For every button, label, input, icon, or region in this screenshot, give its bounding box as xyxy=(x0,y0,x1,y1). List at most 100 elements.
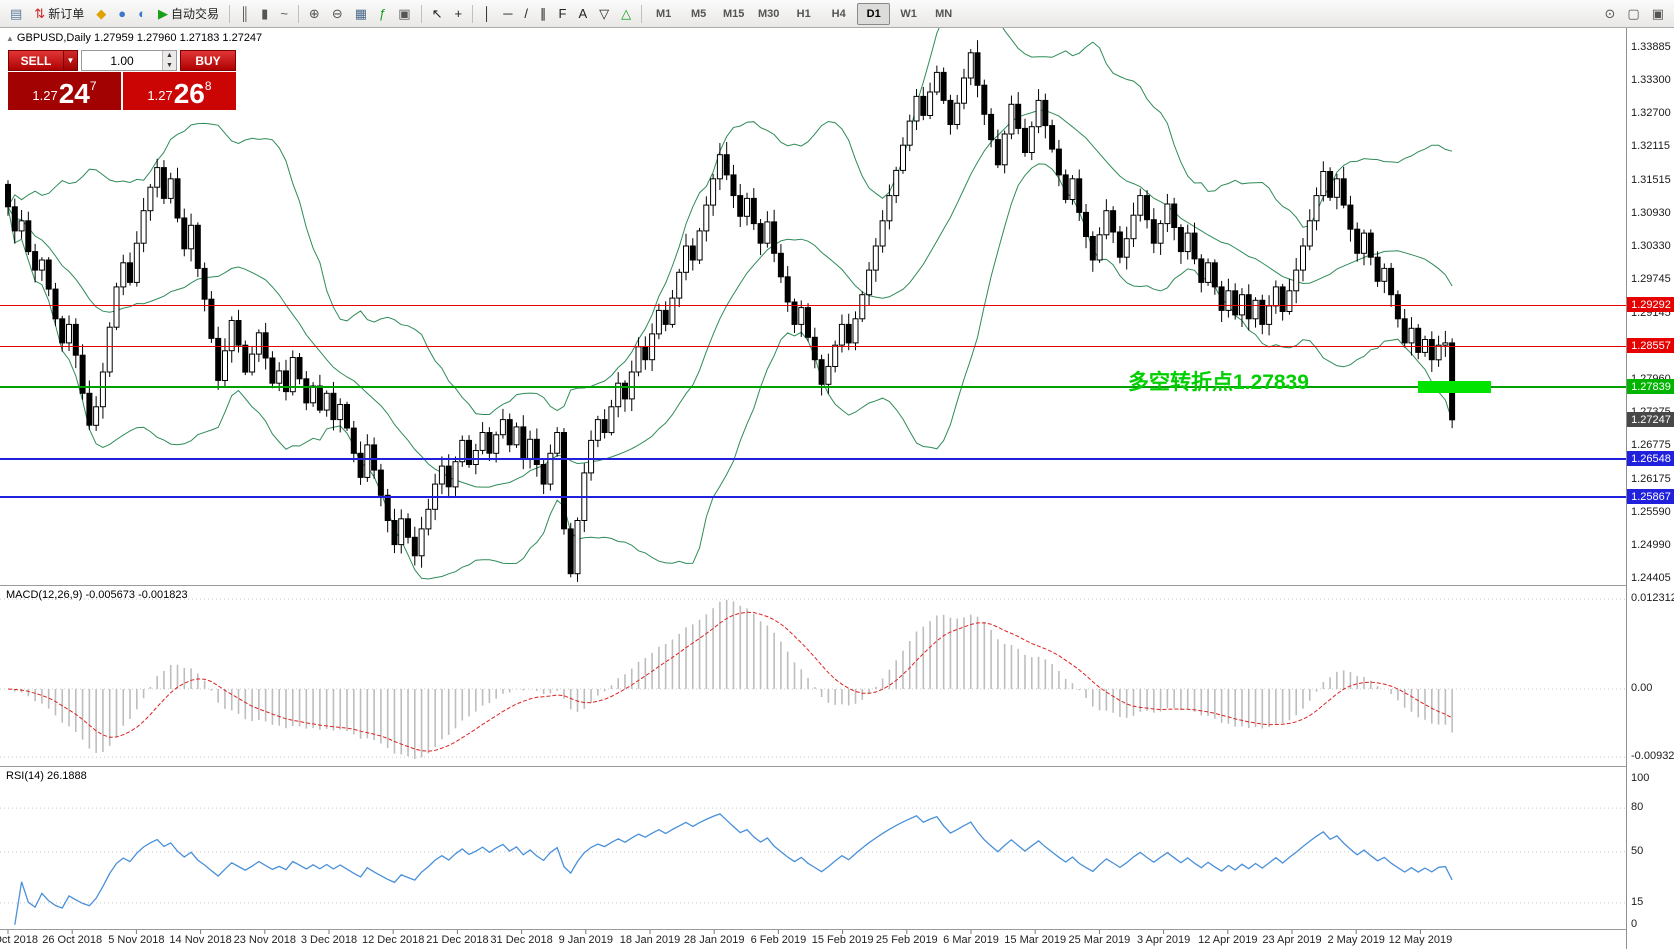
price-tag-1.25867: 1.25867 xyxy=(1627,489,1674,504)
trendline-icon[interactable]: / xyxy=(519,2,533,26)
date-label: 15 Feb 2019 xyxy=(811,934,874,946)
rsi-scale-tick: 0 xyxy=(1631,918,1638,930)
price-tag-1.28557: 1.28557 xyxy=(1627,338,1674,353)
sell-price-pip: 7 xyxy=(89,79,97,93)
new-chart-icon[interactable]: ▤ xyxy=(5,2,27,26)
level-line-1.29292[interactable] xyxy=(0,305,1626,306)
alerts-icon[interactable]: ◆ xyxy=(91,2,111,26)
date-label: 25 Feb 2019 xyxy=(875,934,938,946)
price-tick: 1.26775 xyxy=(1631,439,1671,451)
level-line-1.25867[interactable] xyxy=(0,496,1626,498)
zoom-in-icon: ⊕ xyxy=(308,6,320,21)
date-label: 23 Apr 2019 xyxy=(1262,934,1322,946)
price-scale[interactable]: 1.33885 1.33300 1.32700 1.32115 1.31515 1.309… xyxy=(1626,28,1674,949)
toolbar-left-group: ▤ ⇅ 新订单 ◆ ● ◐ ▶ 自动交易 ║ ▮ ~ ⊕ ⊖ ▦ ƒ ▣ ↖ + │ ─ / ∥ F A ▽ △ M1 M5 M15 M3… xyxy=(4,0,961,27)
pivot-highlight-rectangle[interactable] xyxy=(1418,381,1491,393)
price-tag-1.27247: 1.27247 xyxy=(1627,412,1674,427)
new-order-button[interactable]: ⇅ 新订单 xyxy=(29,2,89,26)
date-label: 23 Nov 2018 xyxy=(233,934,296,946)
new-window-icon[interactable]: ▢ xyxy=(1622,2,1644,26)
date-label: 17 Oct 2018 xyxy=(0,934,38,946)
zoom-out-icon: ⊖ xyxy=(331,6,343,21)
buy-price-display[interactable]: 1.27 26 8 xyxy=(123,72,236,110)
sell-price-big: 24 xyxy=(58,78,90,110)
volume-down-icon[interactable]: ▼ xyxy=(163,60,176,70)
date-label: 12 Dec 2018 xyxy=(361,934,425,946)
search-icon: ⊙ xyxy=(1604,6,1616,21)
sell-price-display[interactable]: 1.27 24 7 xyxy=(8,72,121,110)
horizontal-line-icon[interactable]: ─ xyxy=(498,2,517,26)
arrows-icon[interactable]: ▽ xyxy=(594,2,614,26)
date-label: 25 Mar 2019 xyxy=(1068,934,1131,946)
volume-field[interactable]: 1.00 ▲ ▼ xyxy=(81,50,177,71)
templates-icon[interactable]: ▣ xyxy=(393,2,415,26)
price-tick: 1.32700 xyxy=(1631,107,1671,119)
date-label: 6 Feb 2019 xyxy=(750,934,807,946)
date-label: 5 Nov 2018 xyxy=(108,934,165,946)
macd-scale-tick: 0.012312 xyxy=(1631,592,1674,604)
date-label: 12 May 2019 xyxy=(1388,934,1453,946)
candle-chart-icon[interactable]: ▮ xyxy=(256,2,273,26)
timeframe-m15[interactable]: M15 xyxy=(722,7,745,20)
text-icon[interactable]: A xyxy=(573,2,592,26)
pane-separator-rsi[interactable] xyxy=(0,766,1674,767)
line-chart-icon[interactable]: ~ xyxy=(275,2,293,26)
symbol-name: GBPUSD,Daily xyxy=(16,32,91,44)
rsi-label: RSI(14) 26.1888 xyxy=(6,770,87,782)
price-tick: 1.25590 xyxy=(1631,506,1671,518)
timeframe-h4[interactable]: H4 xyxy=(831,7,846,20)
date-label: 12 Apr 2019 xyxy=(1198,934,1258,946)
autotrade-button[interactable]: ▶ 自动交易 xyxy=(153,2,224,26)
macd-label: MACD(12,26,9) -0.005673 -0.001823 xyxy=(6,589,188,601)
fibonacci-icon[interactable]: F xyxy=(554,2,572,26)
cursor-icon[interactable]: ↖ xyxy=(427,2,448,26)
date-label: 2 May 2019 xyxy=(1327,934,1385,946)
symbol-marker-icon: ▲ xyxy=(6,34,14,43)
date-label: 14 Nov 2018 xyxy=(169,934,232,946)
buy-price-pip: 8 xyxy=(204,79,212,93)
timeframe-m30[interactable]: M30 xyxy=(757,7,780,20)
date-label: 3 Apr 2019 xyxy=(1136,934,1191,946)
timeframe-m1[interactable]: M1 xyxy=(656,7,672,20)
crosshair-icon[interactable]: + xyxy=(449,2,467,26)
zoom-in-icon[interactable]: ⊕ xyxy=(304,2,325,26)
cascade-windows-icon[interactable]: ▣ xyxy=(1647,2,1669,26)
data-window-icon[interactable]: ◐ xyxy=(133,2,151,26)
level-line-1.28557[interactable] xyxy=(0,346,1626,347)
level-line-1.27839[interactable] xyxy=(0,386,1626,388)
buy-button[interactable]: BUY xyxy=(180,50,236,71)
indicators-icon[interactable]: ƒ xyxy=(374,2,391,26)
pivot-annotation-text[interactable]: 多空转折点1.27839 xyxy=(1128,371,1309,394)
equidistant-channel-icon[interactable]: ∥ xyxy=(535,2,552,26)
timeframe-m5[interactable]: M5 xyxy=(691,7,707,20)
crosshair-icon: + xyxy=(454,6,463,21)
date-label: 21 Dec 2018 xyxy=(426,934,489,946)
sell-button[interactable]: SELL xyxy=(8,50,64,71)
volume-value[interactable]: 1.00 xyxy=(110,53,134,68)
bar-chart-icon[interactable]: ║ xyxy=(235,2,254,26)
date-label: 15 Mar 2019 xyxy=(1004,934,1067,946)
shapes-icon: △ xyxy=(621,6,632,21)
pane-separator-macd[interactable] xyxy=(0,585,1674,586)
timeframe-w1[interactable]: W1 xyxy=(900,7,917,20)
timeframe-mn[interactable]: MN xyxy=(935,7,953,20)
indicators-icon: ƒ xyxy=(379,6,387,21)
price-tick: 1.33300 xyxy=(1631,74,1671,86)
tile-windows-icon[interactable]: ▦ xyxy=(350,2,372,26)
vertical-line-icon[interactable]: │ xyxy=(478,2,496,26)
zoom-out-icon[interactable]: ⊖ xyxy=(327,2,348,26)
shapes-icon[interactable]: △ xyxy=(616,2,636,26)
date-label: 26 Oct 2018 xyxy=(42,934,103,946)
time-axis[interactable]: 17 Oct 2018 26 Oct 2018 5 Nov 2018 14 Nov 2… xyxy=(0,932,1626,949)
date-label: 9 Jan 2019 xyxy=(558,934,614,946)
timeframe-h1[interactable]: H1 xyxy=(796,7,811,20)
sell-dropdown-icon[interactable]: ▼ xyxy=(64,50,78,71)
timeframe-d1[interactable]: D1 xyxy=(857,2,891,25)
level-line-1.26548[interactable] xyxy=(0,458,1626,460)
toolbar: ▤ ⇅ 新订单 ◆ ● ◐ ▶ 自动交易 ║ ▮ ~ ⊕ ⊖ ▦ ƒ ▣ ↖ + │ ─ / ∥ F A ▽ △ M1 M5 M15 M3… xyxy=(0,0,1674,28)
search-icon[interactable]: ⊙ xyxy=(1600,2,1621,26)
market-watch-icon[interactable]: ● xyxy=(113,2,131,26)
volume-up-icon[interactable]: ▲ xyxy=(163,51,176,61)
price-tag-1.29292: 1.29292 xyxy=(1627,297,1674,312)
